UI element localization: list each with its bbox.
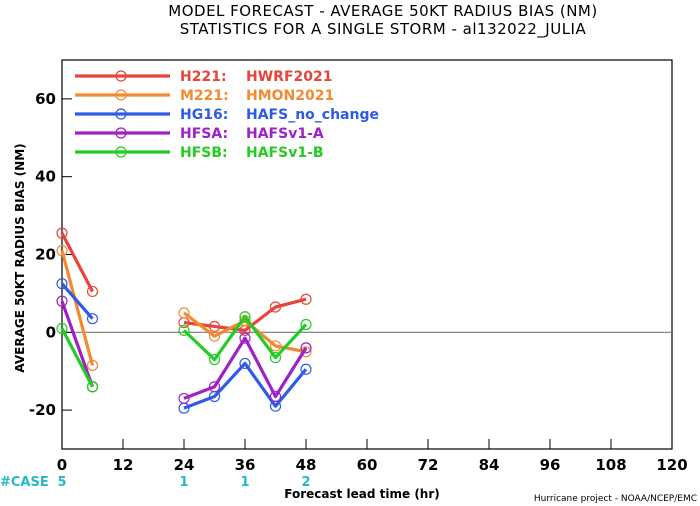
legend-name: HAFS_no_change [246, 107, 379, 123]
data-point [208, 381, 221, 393]
chart-subtitle: STATISTICS FOR A SINGLE STORM - al132022… [180, 20, 587, 39]
data-point [239, 311, 251, 323]
x-tick-label: 120 [656, 456, 687, 474]
x-tick-label: 24 [174, 456, 195, 474]
x-tick-label: 96 [540, 456, 561, 474]
legend-code: HFSA: [180, 126, 228, 142]
x-tick-label: 84 [479, 456, 500, 474]
data-point [300, 293, 312, 305]
x-tick-label: 48 [296, 456, 317, 474]
legend-name: HWRF2021 [246, 69, 332, 85]
legend-marker [115, 108, 127, 120]
legend-marker [115, 89, 127, 101]
data-point [269, 390, 282, 403]
data-point [86, 313, 99, 325]
data-point [269, 301, 282, 313]
x-tick-label: 12 [113, 456, 134, 474]
case-count: 2 [301, 475, 310, 490]
data-point [178, 392, 190, 405]
legend: H221: HWRF2021 M221: HMON2021 HG16: HAFS_no_c… [75, 69, 379, 161]
x-tick-label: 0 [57, 456, 67, 474]
series-line [183, 297, 307, 332]
y-tick-label: 40 [35, 168, 56, 186]
legend-marker [115, 70, 127, 82]
case-label: #CASE [0, 475, 49, 490]
data-point [86, 381, 99, 393]
legend-name: HAFSv1-A [246, 126, 324, 142]
data-point [86, 285, 99, 298]
legend-code: H221: [180, 69, 227, 85]
data-point [86, 359, 99, 371]
legend-code: HFSB: [180, 145, 228, 161]
legend-name: HAFSv1-B [246, 145, 324, 161]
case-count: 1 [179, 475, 188, 490]
series-line [182, 315, 308, 362]
series-line [60, 282, 94, 320]
data-point [239, 332, 251, 344]
legend-code: HG16: [180, 107, 228, 123]
y-tick-label: 60 [35, 90, 56, 108]
series-line [60, 232, 94, 293]
series-line [183, 336, 308, 400]
data-point [300, 346, 312, 358]
data-point [178, 324, 190, 336]
case-count: 1 [240, 475, 249, 490]
data-point [56, 245, 68, 257]
y-tick-label: 20 [35, 246, 56, 264]
series-line [60, 300, 95, 388]
legend-marker [115, 146, 127, 158]
x-tick-label: 108 [595, 456, 626, 474]
data-point [300, 318, 312, 331]
data-point [56, 278, 68, 290]
y-tick-label: 0 [46, 323, 56, 341]
x-tick-label: 36 [235, 456, 256, 474]
legend-marker [115, 127, 127, 139]
data-point [300, 342, 312, 354]
data-point [269, 351, 282, 364]
data-point [208, 353, 221, 366]
case-count: 5 [57, 475, 66, 490]
data-point [56, 322, 68, 335]
series-line [183, 361, 308, 410]
y-axis-label: AVERAGE 50KT RADIUS BIAS (NM) [13, 143, 27, 372]
data-point [269, 340, 282, 352]
legend-code: M221: [180, 88, 229, 104]
series-line [60, 250, 95, 366]
x-tick-label: 72 [418, 456, 439, 474]
y-tick-label: -20 [29, 401, 56, 419]
credit-text: Hurricane project - NOAA/NCEP/EMC [534, 494, 697, 504]
series-line [60, 327, 94, 388]
data-point [56, 295, 68, 307]
data-point [239, 357, 251, 370]
data-point [300, 363, 312, 375]
data-point [178, 307, 190, 319]
data-point [56, 227, 68, 239]
x-axis-label: Forecast lead time (hr) [284, 487, 440, 501]
data-point [208, 330, 221, 342]
chart-title: MODEL FORECAST - AVERAGE 50KT RADIUS BIA… [168, 2, 597, 20]
legend-name: HMON2021 [246, 88, 334, 104]
x-tick-label: 60 [357, 456, 378, 474]
